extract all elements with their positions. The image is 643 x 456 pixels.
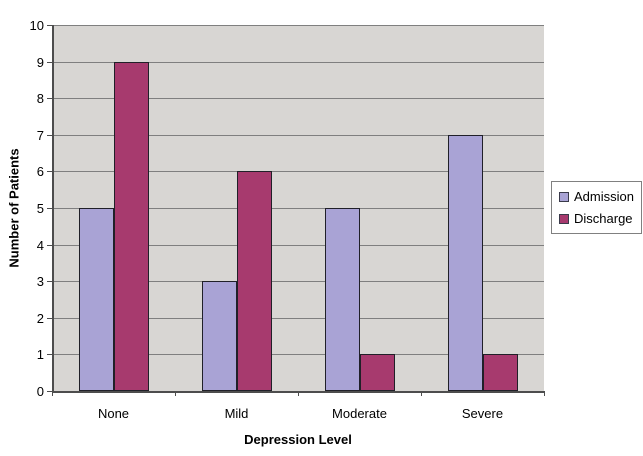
- gridline: [52, 354, 544, 356]
- legend: Admission Discharge: [551, 181, 642, 234]
- gridline: [52, 281, 544, 283]
- y-tick-mark: [47, 281, 52, 283]
- bar-admission-moderate: [325, 208, 360, 391]
- y-tick-label: 2: [36, 310, 44, 326]
- y-tick-mark: [47, 61, 52, 63]
- x-axis-line: [52, 391, 544, 393]
- gridline: [52, 244, 544, 246]
- y-tick-mark: [47, 317, 52, 319]
- legend-label: Discharge: [574, 211, 633, 226]
- gridline: [52, 208, 544, 209]
- x-tick-mark: [544, 391, 545, 396]
- bar-discharge-moderate: [360, 354, 395, 391]
- x-tick-mark: [298, 391, 299, 396]
- y-tick-mark: [47, 134, 52, 136]
- legend-item-discharge: Discharge: [559, 212, 634, 225]
- y-tick-label: 0: [36, 384, 44, 399]
- x-tick-mark: [175, 391, 176, 396]
- y-tick-mark: [47, 208, 52, 209]
- bar-discharge-mild: [237, 171, 272, 391]
- y-tick-label: 8: [36, 91, 44, 107]
- gridline: [52, 98, 544, 100]
- x-tick-label: None: [97, 406, 130, 421]
- bar-discharge-none: [114, 62, 149, 391]
- y-tick-label: 3: [36, 274, 44, 290]
- x-tick-label: Mild: [224, 406, 249, 421]
- y-tick-mark: [47, 244, 52, 246]
- y-tick-mark: [47, 25, 52, 26]
- y-tick-label: 7: [36, 127, 44, 143]
- legend-swatch-icon: [559, 191, 569, 202]
- bar-admission-mild: [202, 281, 237, 391]
- x-tick-mark: [52, 391, 53, 396]
- gridline: [52, 171, 544, 173]
- x-tick-label: Moderate: [332, 406, 387, 421]
- y-tick-label: 4: [36, 237, 44, 253]
- y-axis-line: [52, 25, 54, 393]
- legend-swatch-icon: [559, 213, 569, 224]
- gridline: [52, 61, 544, 63]
- y-tick-label: 1: [36, 347, 44, 363]
- y-tick-label: 9: [36, 54, 44, 70]
- x-tick-mark: [421, 391, 422, 396]
- gridline: [52, 25, 544, 26]
- y-tick-label: 10: [29, 18, 44, 33]
- y-tick-mark: [47, 391, 52, 392]
- bar-admission-none: [79, 208, 114, 391]
- x-tick-label: Severe: [461, 406, 504, 421]
- bar-admission-severe: [448, 135, 483, 391]
- gridline: [52, 134, 544, 136]
- y-tick-label: 6: [36, 164, 44, 180]
- legend-label: Admission: [574, 189, 634, 204]
- y-tick-mark: [47, 171, 52, 173]
- bar-discharge-severe: [483, 354, 518, 391]
- legend-item-admission: Admission: [559, 190, 634, 203]
- y-tick-mark: [47, 98, 52, 100]
- gridline: [52, 317, 544, 319]
- y-tick-mark: [47, 354, 52, 356]
- x-axis-title: Depression Level: [244, 432, 352, 447]
- y-tick-label: 5: [36, 201, 44, 216]
